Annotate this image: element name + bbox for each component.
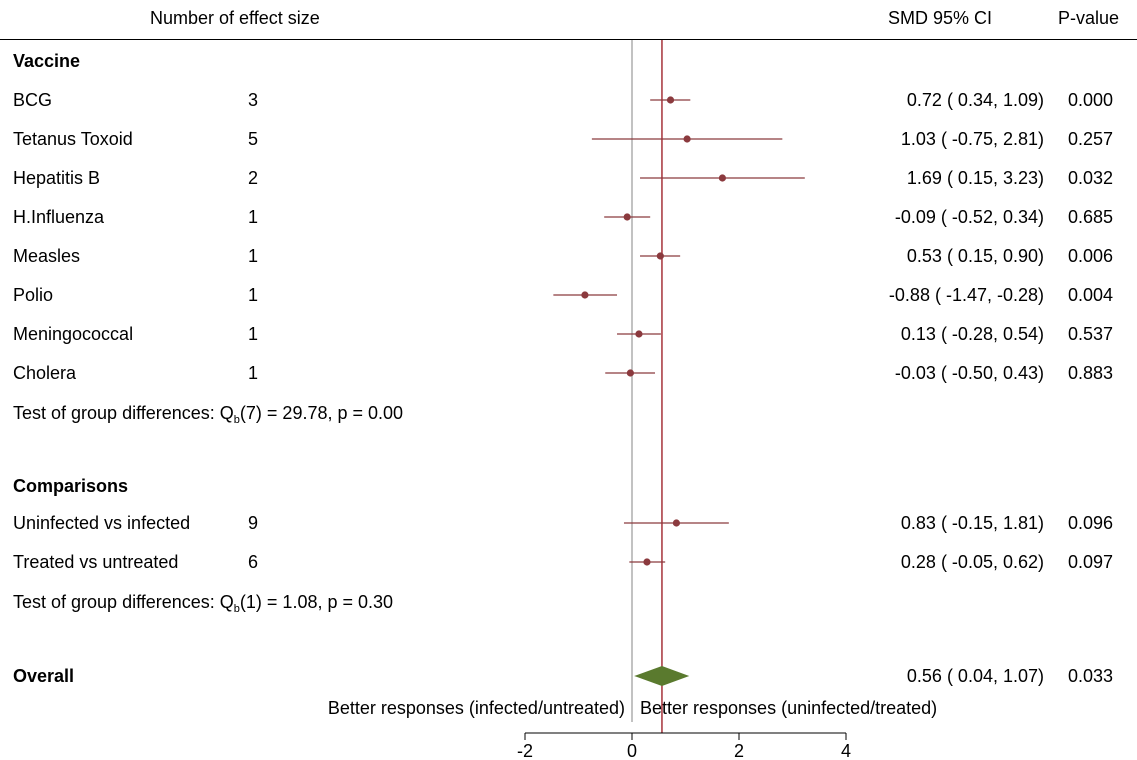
group-title-comparisons: Comparisons xyxy=(13,476,129,496)
row-p: 0.006 xyxy=(1068,246,1114,266)
point-estimate xyxy=(581,291,589,299)
row-ci: -0.88 ( -1.47, -0.28) xyxy=(888,285,1044,305)
row-p: 0.257 xyxy=(1068,129,1114,149)
row-n: 9 xyxy=(248,513,259,533)
row-ci: -0.03 ( -0.50, 0.43) xyxy=(894,363,1044,383)
row-n: 1 xyxy=(248,324,259,344)
row-p: 0.000 xyxy=(1068,90,1114,110)
row-p: 0.883 xyxy=(1068,363,1114,383)
header-rule xyxy=(0,39,1137,40)
row-n: 1 xyxy=(248,363,259,383)
point-estimate xyxy=(666,96,675,104)
row-n: 3 xyxy=(248,90,259,110)
point-estimate xyxy=(635,330,643,338)
group-test-comparisons: Test of group differences: Qb(1) = 1.08,… xyxy=(13,592,394,615)
header-pvalue: P-value xyxy=(1058,8,1120,28)
row-ci: -0.09 ( -0.52, 0.34) xyxy=(894,207,1044,227)
overall-ci: 0.56 ( 0.04, 1.07) xyxy=(906,666,1044,686)
group-title-vaccine: Vaccine xyxy=(13,51,81,71)
row-label: Measles xyxy=(13,246,81,266)
overall-diamond xyxy=(634,666,690,686)
point-estimate xyxy=(656,252,664,260)
row-p: 0.685 xyxy=(1068,207,1114,227)
overall-label: Overall xyxy=(13,666,75,686)
x-tick-label: 4 xyxy=(841,741,851,760)
x-tick-label: 2 xyxy=(734,741,744,760)
point-estimate xyxy=(626,369,634,377)
row-label: Meningococcal xyxy=(13,324,134,344)
header-studies: Number of effect size xyxy=(150,8,320,28)
row-p: 0.096 xyxy=(1068,513,1114,533)
row-n: 1 xyxy=(248,246,259,266)
point-estimate xyxy=(643,558,651,566)
overall-p: 0.033 xyxy=(1068,666,1114,686)
point-estimate xyxy=(623,213,631,221)
point-estimate xyxy=(683,135,691,143)
row-ci: 0.72 ( 0.34, 1.09) xyxy=(906,90,1044,110)
row-p: 0.537 xyxy=(1068,324,1114,344)
row-label: Cholera xyxy=(13,363,77,383)
row-ci: 0.13 ( -0.28, 0.54) xyxy=(900,324,1044,344)
group-test-vaccine: Test of group differences: Qb(7) = 29.78… xyxy=(13,403,404,426)
row-ci: 0.28 ( -0.05, 0.62) xyxy=(900,552,1044,572)
row-label: Polio xyxy=(13,285,54,305)
row-label: Tetanus Toxoid xyxy=(13,129,133,149)
row-label: BCG xyxy=(13,90,53,110)
row-ci: 0.83 ( -0.15, 1.81) xyxy=(900,513,1044,533)
x-tick-label: 0 xyxy=(627,741,637,760)
row-n: 1 xyxy=(248,285,259,305)
point-estimate xyxy=(672,519,681,527)
row-n: 5 xyxy=(248,129,259,149)
row-ci: 0.53 ( 0.15, 0.90) xyxy=(906,246,1044,266)
direction-label-right: Better responses (uninfected/treated) xyxy=(640,698,938,718)
row-n: 2 xyxy=(248,168,259,188)
row-ci: 1.03 ( -0.75, 2.81) xyxy=(900,129,1044,149)
x-tick-label: -2 xyxy=(517,741,533,760)
direction-label-left: Better responses (infected/untreated) xyxy=(327,698,625,718)
row-p: 0.004 xyxy=(1068,285,1114,305)
row-p: 0.097 xyxy=(1068,552,1114,572)
point-estimate xyxy=(718,174,727,182)
header-ci: SMD 95% CI xyxy=(888,8,993,28)
row-n: 1 xyxy=(248,207,259,227)
row-ci: 1.69 ( 0.15, 3.23) xyxy=(906,168,1044,188)
row-p: 0.032 xyxy=(1068,168,1114,188)
row-label: Treated vs untreated xyxy=(13,552,179,572)
row-label: H.Influenza xyxy=(13,207,105,227)
row-label: Hepatitis B xyxy=(13,168,101,188)
row-label: Uninfected vs infected xyxy=(13,513,191,533)
row-n: 6 xyxy=(248,552,259,572)
